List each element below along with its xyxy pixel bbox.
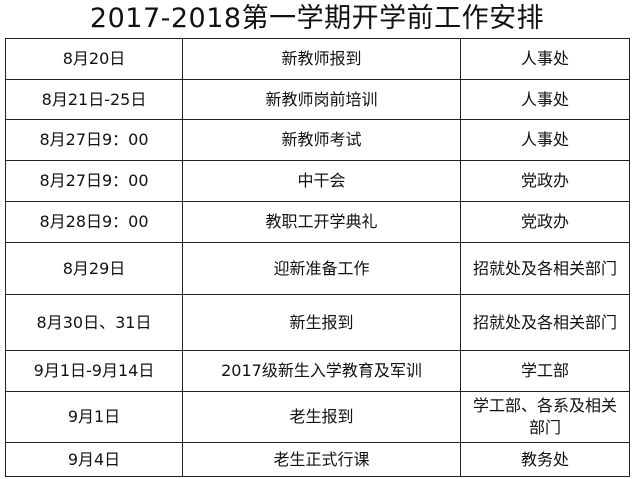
department-cell: 人事处 xyxy=(460,38,630,80)
department-cell: 人事处 xyxy=(460,79,630,120)
task-cell: 老生报到 xyxy=(182,391,461,443)
task-cell: 2017级新生入学教育及军训 xyxy=(182,350,461,392)
table-row: 8月27日9：00 中干会 党政办 xyxy=(5,160,630,202)
task-cell: 老生正式行课 xyxy=(182,442,461,477)
date-cell: 8月27日9：00 xyxy=(5,119,183,161)
task-cell: 新生报到 xyxy=(182,294,461,351)
table-row: 8月21日-25日 新教师岗前培训 人事处 xyxy=(5,79,630,120)
department-cell: 招就处及各相关部门 xyxy=(460,242,630,295)
date-cell: 9月4日 xyxy=(5,442,183,477)
table-row: 8月29日 迎新准备工作 招就处及各相关部门 xyxy=(5,242,630,295)
date-cell: 9月1日 xyxy=(5,391,183,443)
task-cell: 迎新准备工作 xyxy=(182,242,461,295)
department-cell: 党政办 xyxy=(460,160,630,202)
table-row: 9月1日-9月14日 2017级新生入学教育及军训 学工部 xyxy=(5,350,630,392)
date-cell: 8月28日9：00 xyxy=(5,201,183,243)
date-cell: 8月29日 xyxy=(5,242,183,295)
date-cell: 8月30日、31日 xyxy=(5,294,183,351)
date-cell: 8月20日 xyxy=(5,38,183,80)
date-cell: 9月1日-9月14日 xyxy=(5,350,183,392)
task-cell: 新教师岗前培训 xyxy=(182,79,461,120)
table-row: 9月4日 老生正式行课 教务处 xyxy=(5,442,630,477)
department-cell: 招就处及各相关部门 xyxy=(460,294,630,351)
table-row: 8月27日9：00 新教师考试 人事处 xyxy=(5,119,630,161)
department-cell: 教务处 xyxy=(460,442,630,477)
table-row: 9月1日 老生报到 学工部、各系及相关部门 xyxy=(5,391,630,443)
date-cell: 8月21日-25日 xyxy=(5,79,183,120)
department-cell: 学工部 xyxy=(460,350,630,392)
document-title: 2017-2018第一学期开学前工作安排 xyxy=(89,3,545,34)
table-row: 8月28日9：00 教职工开学典礼 党政办 xyxy=(5,201,630,243)
task-cell: 新教师报到 xyxy=(182,38,461,80)
date-cell: 8月27日9：00 xyxy=(5,160,183,202)
task-cell: 新教师考试 xyxy=(182,119,461,161)
department-cell: 学工部、各系及相关部门 xyxy=(460,391,630,443)
task-cell: 中干会 xyxy=(182,160,461,202)
schedule-table: 8月20日 新教师报到 人事处 8月21日-25日 新教师岗前培训 人事处 8月27日9：0… xyxy=(5,38,630,477)
task-cell: 教职工开学典礼 xyxy=(182,201,461,243)
table-row: 8月30日、31日 新生报到 招就处及各相关部门 xyxy=(5,294,630,351)
department-cell: 人事处 xyxy=(460,119,630,161)
table-row: 8月20日 新教师报到 人事处 xyxy=(5,38,630,80)
department-cell: 党政办 xyxy=(460,201,630,243)
